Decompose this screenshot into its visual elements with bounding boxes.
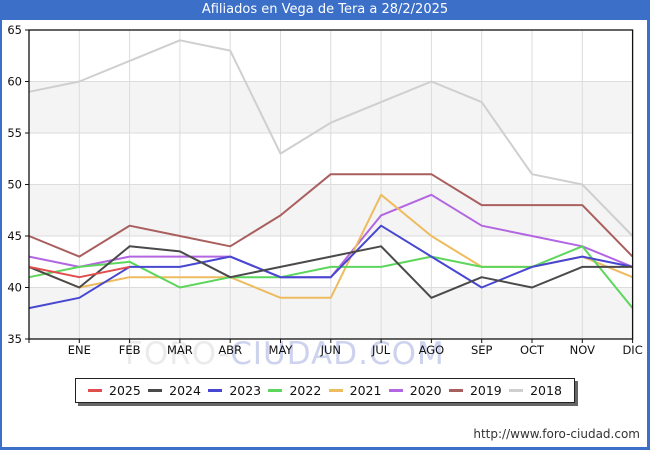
legend-item-2018: 2018 xyxy=(509,383,562,398)
chart-title: Afiliados en Vega de Tera a 28/2/2025 xyxy=(201,2,449,17)
legend-item-2021: 2021 xyxy=(328,383,382,398)
legend-item-2025: 2025 xyxy=(88,383,141,398)
legend-label: 2019 xyxy=(469,383,502,398)
legend-label: 2025 xyxy=(109,383,141,398)
legend-item-2019: 2019 xyxy=(448,383,502,398)
legend-label: 2024 xyxy=(169,383,201,398)
legend-dash-icon xyxy=(208,389,223,392)
y-tick-label: 35 xyxy=(7,332,22,346)
legend-label: 2022 xyxy=(289,383,322,398)
legend-label: 2021 xyxy=(349,383,382,398)
series-2024 xyxy=(28,245,633,299)
legend-dash-icon xyxy=(88,389,102,392)
legend-item-2023: 2023 xyxy=(208,383,261,398)
legend-label: 2023 xyxy=(229,383,262,398)
legend-dash-icon xyxy=(268,389,283,392)
legend-label: 2020 xyxy=(409,383,442,398)
chart-title-bar: Afiliados en Vega de Tera a 28/2/2025 xyxy=(0,0,650,20)
legend-item-2020: 2020 xyxy=(388,383,442,398)
x-tick-label: JUN xyxy=(320,343,341,357)
x-tick-label: OCT xyxy=(520,343,545,357)
x-tick-label: ABR xyxy=(218,343,242,357)
x-tick-label: DIC xyxy=(622,343,642,357)
legend-dash-icon xyxy=(388,389,403,392)
x-tick-label: MAR xyxy=(167,343,193,357)
x-tick-label: SEP xyxy=(471,343,493,357)
series-2019 xyxy=(28,173,634,258)
legend-label: 2018 xyxy=(530,383,562,398)
chart-legend: 2025 2024 2023 2022 2021 2020 2019 2018 xyxy=(75,378,575,403)
y-tick-label: 50 xyxy=(7,178,22,192)
y-tick-label: 45 xyxy=(7,229,22,243)
y-tick-label: 40 xyxy=(7,281,22,295)
y-tick-label: 60 xyxy=(7,75,22,89)
x-tick-label: AGO xyxy=(419,343,445,357)
legend-item-2024: 2024 xyxy=(148,383,201,398)
x-tick-label: ENE xyxy=(68,343,91,357)
y-tick-label: 65 xyxy=(7,23,22,37)
series-2018 xyxy=(28,39,634,237)
legend-dash-icon xyxy=(148,389,163,392)
legend-dash-icon xyxy=(328,389,343,392)
x-tick-label: JUL xyxy=(371,343,391,357)
series-2025 xyxy=(28,265,130,279)
legend-dash-icon xyxy=(509,389,524,392)
x-tick-label: FEB xyxy=(119,343,141,357)
y-tick-label: 55 xyxy=(7,126,22,140)
legend-dash-icon xyxy=(448,389,463,392)
x-tick-label: NOV xyxy=(570,343,595,357)
x-tick-label: MAY xyxy=(269,343,294,357)
footer-url[interactable]: http://www.foro-ciudad.com xyxy=(473,427,640,441)
legend-item-2022: 2022 xyxy=(268,383,321,398)
